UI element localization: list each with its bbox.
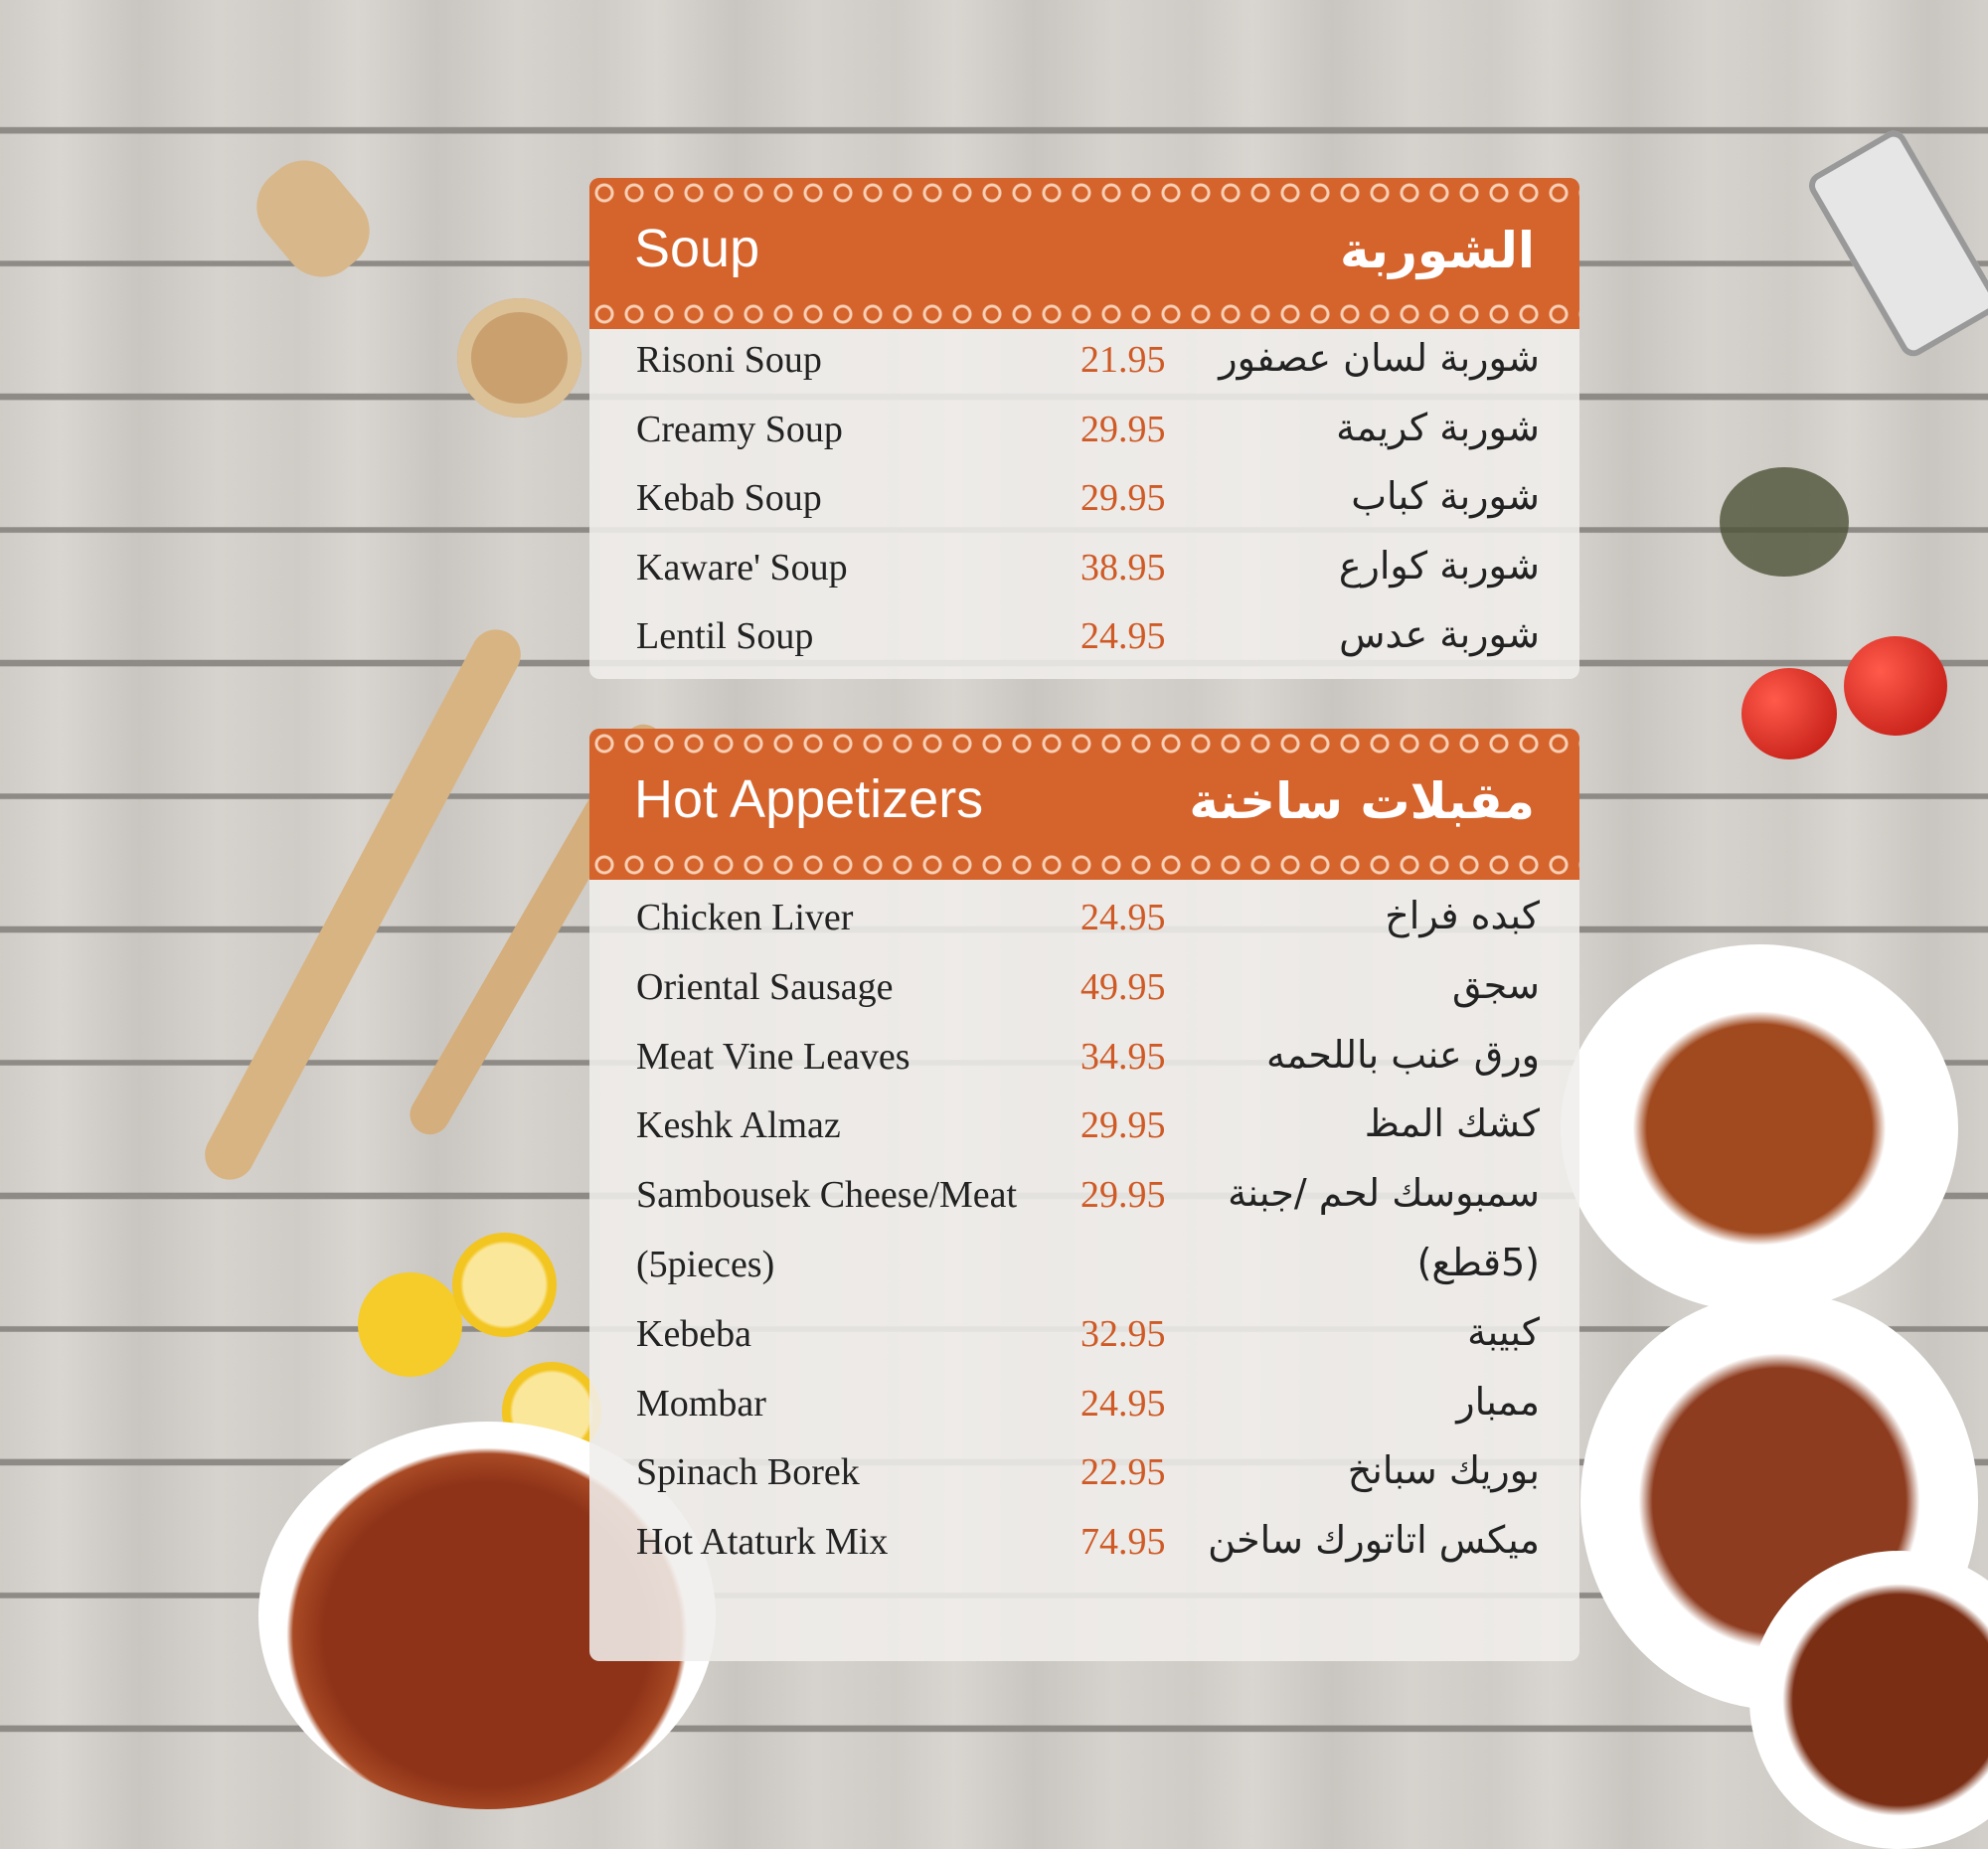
menu-item: Kebab Soup 29.95 شوربة كباب [589,468,1579,528]
item-name: Keshk Almaz [636,1104,841,1147]
menu-item: Keshk Almaz 29.95 كشك المظ [589,1095,1579,1155]
section-title: Hot Appetizers [634,769,984,829]
item-price: 24.95 [1080,615,1166,657]
item-price: 34.95 [1080,1035,1166,1078]
item-name: Sambousek Cheese/Meat [636,1174,1018,1217]
menu-item: (5pieces) (5قطع) [589,1235,1579,1294]
item-name: Kebab Soup [636,477,822,519]
item-name: Meat Vine Leaves [636,1035,911,1078]
lemon-slice-image [452,1233,557,1337]
menu-item: Mombar 24.95 ممبار [589,1374,1579,1433]
ornament-pattern [589,299,1579,329]
herbs-image [1720,467,1849,577]
wooden-spatula-image [196,620,530,1189]
tomato-image [1741,668,1837,759]
hot-appetizers-header: Hot Appetizers مقبلات ساخنة [589,729,1579,880]
menu-item: Creamy Soup 29.95 شوربة كريمة [589,400,1579,459]
menu-item: Chicken Liver 24.95 كبده فراخ [589,888,1579,947]
menu-item: Sambousek Cheese/Meat 29.95 سمبوسك لحم /جب… [589,1165,1579,1225]
lemon-image [358,1272,462,1377]
item-name: Lentil Soup [636,615,814,657]
ornament-pattern [589,729,1579,758]
item-name-arabic: ممبار [1456,1379,1540,1424]
stew-plate-image [1749,1551,1988,1849]
item-name: Kebeba [636,1312,752,1355]
item-name-arabic: سمبوسك لحم /جبنة [1228,1171,1540,1216]
tomato-image [1844,636,1947,736]
item-name: Chicken Liver [636,897,854,938]
item-price: 29.95 [1080,1104,1166,1147]
item-name-arabic: ميكس اتاتورك ساخن [1208,1518,1540,1563]
item-price: 24.95 [1080,1382,1166,1425]
item-price: 29.95 [1080,408,1166,450]
item-name: Hot Ataturk Mix [636,1521,889,1564]
item-name: Kaware' Soup [636,546,848,588]
menu-item: Meat Vine Leaves 34.95 ورق عنب باللحمه [589,1027,1579,1087]
soup-header: Soup الشوربة [589,178,1579,329]
section-title-arabic: الشوربة [1339,222,1535,279]
item-name: Oriental Sausage [636,965,894,1008]
menu-item: Lentil Soup 24.95 شوربة عدس [589,606,1579,666]
item-name: Mombar [636,1382,766,1425]
item-name: (5pieces) [636,1244,775,1285]
item-price: 49.95 [1080,965,1166,1008]
hot-appetizers-panel [589,729,1579,1661]
item-price: 29.95 [1080,1174,1166,1217]
item-name: Creamy Soup [636,408,843,450]
item-name-arabic: شوربة لسان عصفور [1219,336,1540,380]
item-name: Risoni Soup [636,339,822,381]
item-name-arabic: شوربة كريمة [1336,405,1540,449]
section-title-arabic: مقبلات ساخنة [1189,772,1535,830]
item-name-arabic: بوريك سبانخ [1347,1448,1540,1493]
item-name: Spinach Borek [636,1451,860,1494]
item-price: 24.95 [1080,897,1166,938]
item-name-arabic: شوربة عدس [1339,612,1540,656]
item-name-arabic: شوربة كباب [1351,474,1540,518]
kibbeh-plate-image [1561,944,1958,1312]
menu-item: Spinach Borek 22.95 بوريك سبانخ [589,1442,1579,1502]
ornament-pattern [589,178,1579,208]
item-name-arabic: كبده فراخ [1385,894,1540,937]
salt-shaker-image [1803,125,1988,362]
item-name-arabic: سجق [1451,962,1540,1007]
menu-item: Hot Ataturk Mix 74.95 ميكس اتاتورك ساخن [589,1512,1579,1572]
item-name-arabic: شوربة كوارع [1338,543,1540,588]
item-name-arabic: ورق عنب باللحمه [1266,1032,1540,1077]
item-price: 21.95 [1080,339,1166,381]
menu-item: Kaware' Soup 38.95 شوربة كوارع [589,538,1579,597]
item-price: 22.95 [1080,1451,1166,1494]
wooden-scoop-image [240,144,387,293]
item-price: 74.95 [1080,1521,1166,1564]
item-price: 29.95 [1080,477,1166,519]
item-price: 38.95 [1080,546,1166,588]
menu-item: Risoni Soup 21.95 شوربة لسان عصفور [589,330,1579,390]
item-price: 32.95 [1080,1312,1166,1355]
section-title: Soup [634,219,760,278]
item-name-arabic: كشك المظ [1364,1101,1540,1146]
item-name-arabic: (5قطع) [1416,1241,1540,1284]
peppercorn-scoop-image [457,298,581,418]
menu-item: Kebeba 32.95 كبيبة [589,1304,1579,1364]
ornament-pattern [589,850,1579,880]
menu-item: Oriental Sausage 49.95 سجق [589,957,1579,1017]
item-name-arabic: كبيبة [1467,1309,1540,1354]
